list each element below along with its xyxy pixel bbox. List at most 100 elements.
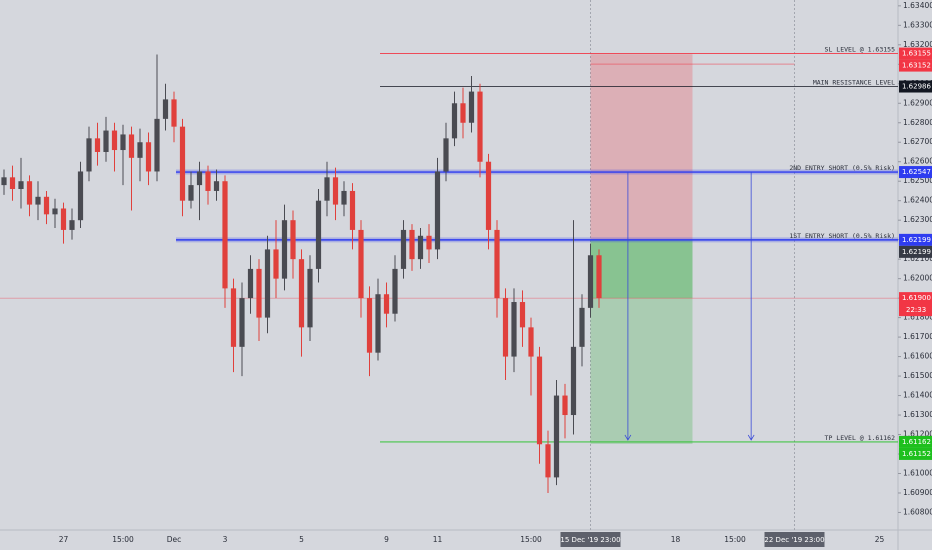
candle-body [290,220,296,260]
candle-body [307,268,313,328]
candle-body [77,171,84,221]
candle-body [9,177,16,190]
y-tick-label: 1.60900 [903,488,932,497]
y-tick-label: 1.61800 [903,313,932,322]
y-tick-label: 1.62700 [903,137,932,146]
open-profit-zone [590,239,693,299]
candle-body [579,307,585,347]
candle-body [120,134,126,151]
candle-body [264,249,271,318]
y-tick-label: 1.63300 [903,20,932,29]
candle-body [247,268,254,299]
y-tick-label: 1.61400 [903,391,932,400]
candle-body [171,99,177,127]
x-tick-label: 3 [223,535,228,544]
candle-body [485,161,492,230]
candle-body [298,259,305,328]
risk-zone [590,54,693,240]
y-tick-label: 1.61500 [903,371,932,380]
y-tick-label: 1.62800 [903,118,932,127]
price-tag-label: 1.63155 [902,50,931,58]
candle-body [52,208,58,215]
y-tick-label: 1.61600 [903,352,932,361]
price-tag-label: 1.62199 [902,248,931,256]
candle-body [468,91,475,123]
y-tick-label: 1.60800 [903,507,932,516]
candle-body [426,235,432,250]
candle-body [162,99,169,119]
y-tick-label: 1.62500 [903,176,932,185]
price-tag-bg [899,447,932,460]
price-tag-label: 1.61152 [902,450,931,458]
x-tick-label: 18 [671,535,681,544]
time-highlight-bg [764,532,825,547]
time-highlight-label: 15 Dec '19 23:00 [560,536,620,544]
y-tick-label: 1.62000 [903,274,932,283]
candle-body [103,130,109,152]
candle-body [545,444,551,478]
y-tick-label: 1.62600 [903,157,932,166]
y-tick-label: 1.62100 [903,254,932,263]
candle-body [409,229,415,260]
candle-body [281,220,288,279]
candle-body [383,294,390,314]
reward-zone [590,239,693,444]
candle-body [128,134,135,158]
candle-body [596,255,602,299]
y-tick-label: 1.61200 [903,430,932,439]
level-label: MAIN RESISTANCE LEVEL [813,79,895,87]
candle-body [18,181,24,190]
x-tick-label: 11 [433,535,443,544]
price-tag-bg [899,80,932,93]
candle-body [86,138,92,172]
candle-body [511,302,517,357]
candle-body [451,103,458,139]
y-tick-label: 1.61700 [903,332,932,341]
level-label: 2ND ENTRY SHORT (0.5% Risk) [789,164,895,172]
price-tag-label: 1.62199 [902,236,931,244]
price-tag-bg [899,59,932,72]
price-tag-bg [899,233,932,246]
candle-body [324,177,330,201]
time-highlight-bg [560,532,621,547]
candle-body [43,196,50,215]
candle-body [94,138,101,152]
price-tag-label: 1.63152 [902,62,931,70]
price-tag-label: 1.62986 [902,83,931,91]
x-tick-label: Dec [167,535,182,544]
candle-body [213,181,220,191]
candle-body [562,395,568,416]
candle-body [332,177,339,205]
candle-body [460,103,466,123]
candle-body [69,220,75,230]
candle-body [188,185,194,201]
x-tick-label: 5 [299,535,304,544]
candle-body [587,255,594,308]
candle-body [222,181,228,289]
candle-body [179,126,186,201]
candle-body [528,327,534,357]
candle-body [570,346,577,416]
candle-body [494,229,500,299]
level-label: SL LEVEL @ 1.63155 [825,46,896,54]
arrow-head [624,434,632,441]
candle-body [366,298,373,353]
candle-body [26,181,33,205]
y-tick-label: 1.63400 [903,1,932,10]
candle-body [417,235,424,260]
candle-body [443,138,449,172]
candle-body [434,171,441,250]
candle-body [111,130,118,151]
y-tick-label: 1.62900 [903,98,932,107]
candle-body [60,208,67,230]
candle-body [315,200,322,269]
candle-body [375,294,381,353]
y-tick-label: 1.61000 [903,468,932,477]
candle-body [392,268,398,314]
y-tick-label: 1.63200 [903,40,932,49]
candle-body [230,288,237,347]
candle-body [35,196,41,205]
candle-body [196,171,203,186]
candle-body [205,171,211,191]
